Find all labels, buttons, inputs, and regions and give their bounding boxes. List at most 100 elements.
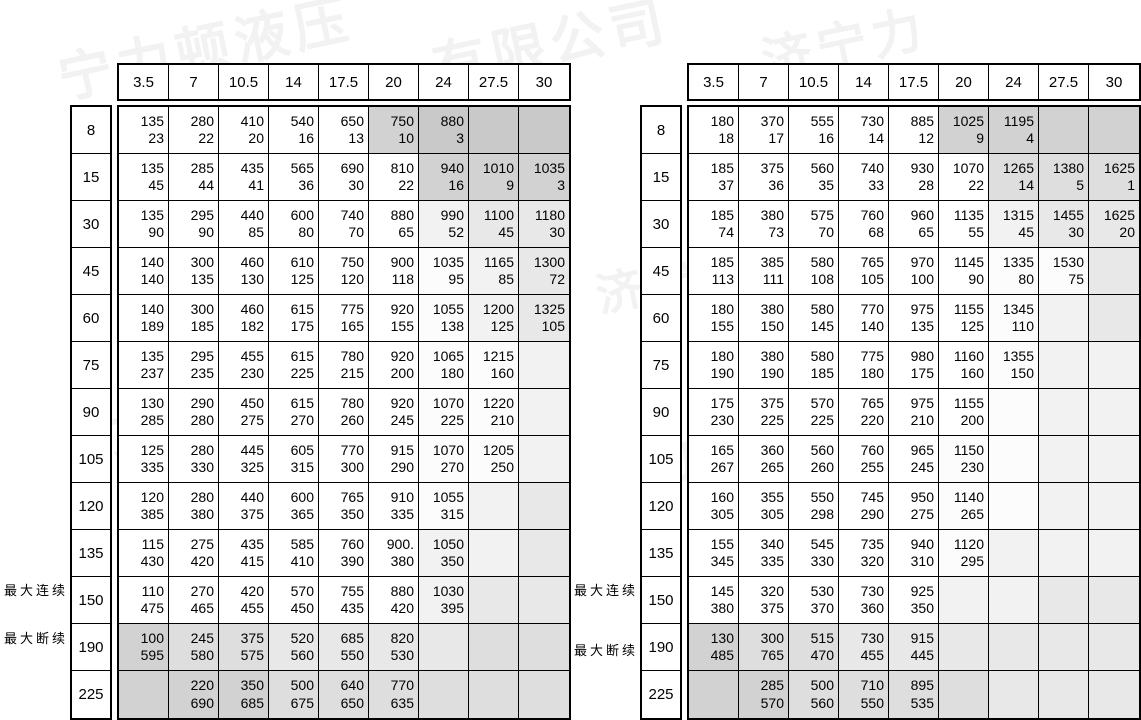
row-header-cell: 30 <box>642 201 680 248</box>
cell-value-force: 1140 <box>953 489 984 505</box>
column-header-row: 3.5 7 10.5 14 17.5 20 24 27.5 30 <box>687 63 1141 101</box>
data-cell: 810 22 <box>369 154 419 200</box>
data-cell: 780 215 <box>319 342 369 388</box>
data-cell: 1380 5 <box>1039 154 1089 200</box>
cell-value-force: 455 <box>240 348 264 364</box>
cell-value-force: 1030 <box>432 583 464 599</box>
cell-value-speed: 189 <box>140 318 164 334</box>
cell-value-speed: 255 <box>860 459 884 475</box>
cell-value-speed: 35 <box>818 177 834 193</box>
data-cell: 885 12 <box>889 107 939 153</box>
cell-value-force: 300 <box>190 254 214 270</box>
data-cell: 820 530 <box>369 624 419 670</box>
data-cell: 565 36 <box>269 154 319 200</box>
data-cell: 1010 9 <box>469 154 519 200</box>
data-cell: 435 415 <box>219 530 269 576</box>
cell-value-force: 780 <box>340 395 364 411</box>
data-grid: 180 18 370 17 555 16 730 14 885 12 1025 9 1195 4 185 37… <box>687 105 1141 720</box>
cell-value-speed: 450 <box>290 600 314 616</box>
data-cell <box>1039 295 1089 341</box>
data-cell: 380 190 <box>739 342 789 388</box>
cell-value-force: 1160 <box>953 348 984 364</box>
data-cell: 1100 45 <box>469 201 519 247</box>
data-cell: 980 175 <box>889 342 939 388</box>
data-cell: 295 90 <box>169 201 219 247</box>
row-header-cell: 120 <box>642 483 680 530</box>
data-cell: 185 37 <box>689 154 739 200</box>
cell-value-force: 650 <box>340 113 364 129</box>
table-row: 135 237 295 235 455 230 615 225 780 215 920 200 1065… <box>119 342 569 389</box>
data-cell: 740 33 <box>839 154 889 200</box>
data-cell: 1625 20 <box>1089 201 1139 247</box>
cell-value-speed: 105 <box>860 271 884 287</box>
data-cell: 1035 3 <box>519 154 569 200</box>
cell-value-speed: 575 <box>240 647 264 663</box>
cell-value-speed: 4 <box>1026 130 1034 146</box>
data-cell <box>1089 107 1139 153</box>
cell-value-speed: 74 <box>718 224 734 240</box>
cell-value-force: 185 <box>710 254 734 270</box>
data-cell: 915 290 <box>369 436 419 482</box>
cell-value-speed: 108 <box>810 271 834 287</box>
cell-value-speed: 41 <box>248 177 264 193</box>
data-cell: 730 455 <box>839 624 889 670</box>
column-header-cell: 3.5 <box>689 65 739 99</box>
cell-value-speed: 325 <box>240 459 264 475</box>
cell-value-force: 925 <box>910 583 934 599</box>
data-cell: 135 237 <box>119 342 169 388</box>
cell-value-speed: 37 <box>718 177 734 193</box>
cell-value-force: 440 <box>240 207 264 223</box>
cell-value-speed: 70 <box>348 224 364 240</box>
data-cell <box>939 577 989 623</box>
data-cell: 280 22 <box>169 107 219 153</box>
row-header-cell: 150 <box>72 577 110 624</box>
cell-value-force: 1070 <box>432 395 464 411</box>
row-header-cell: 90 <box>642 389 680 436</box>
cell-value-force: 245 <box>190 630 214 646</box>
data-cell <box>519 530 569 576</box>
cell-value-speed: 30 <box>549 224 565 240</box>
cell-value-speed: 275 <box>910 506 934 522</box>
cell-value-force: 155 <box>710 536 734 552</box>
row-header-cell: 60 <box>642 295 680 342</box>
cell-value-speed: 560 <box>290 647 314 663</box>
data-cell: 420 455 <box>219 577 269 623</box>
cell-value-speed: 380 <box>190 506 214 522</box>
cell-value-speed: 105 <box>541 318 565 334</box>
data-cell <box>419 624 469 670</box>
cell-value-speed: 580 <box>190 647 214 663</box>
cell-value-force: 940 <box>910 536 934 552</box>
cell-value-force: 980 <box>910 348 934 364</box>
cell-value-force: 440 <box>240 489 264 505</box>
data-cell <box>1039 530 1089 576</box>
cell-value-speed: 135 <box>910 318 934 334</box>
cell-value-force: 990 <box>440 207 464 223</box>
data-cell <box>519 577 569 623</box>
data-cell: 515 470 <box>789 624 839 670</box>
cell-value-speed: 375 <box>240 506 264 522</box>
cell-value-speed: 330 <box>190 459 214 475</box>
data-cell: 1300 72 <box>519 248 569 294</box>
cell-value-speed: 160 <box>490 365 514 381</box>
cell-value-force: 710 <box>860 677 884 693</box>
cell-value-force: 180 <box>710 301 734 317</box>
cell-value-speed: 350 <box>910 600 934 616</box>
data-cell <box>1039 342 1089 388</box>
data-cell <box>1039 624 1089 670</box>
data-cell: 115 430 <box>119 530 169 576</box>
cell-value-speed: 475 <box>140 600 164 616</box>
cell-value-speed: 270 <box>440 459 464 475</box>
data-cell: 380 150 <box>739 295 789 341</box>
data-cell: 320 375 <box>739 577 789 623</box>
data-cell: 120 385 <box>119 483 169 529</box>
cell-value-force: 375 <box>760 160 784 176</box>
data-cell: 130 485 <box>689 624 739 670</box>
data-cell: 130 285 <box>119 389 169 435</box>
column-header-cell: 7 <box>169 65 219 99</box>
cell-value-speed: 45 <box>1018 224 1034 240</box>
data-cell: 975 135 <box>889 295 939 341</box>
cell-value-speed: 485 <box>710 647 734 663</box>
row-header-cell: 60 <box>72 295 110 342</box>
column-header-cell: 20 <box>369 65 419 99</box>
data-cell: 615 175 <box>269 295 319 341</box>
